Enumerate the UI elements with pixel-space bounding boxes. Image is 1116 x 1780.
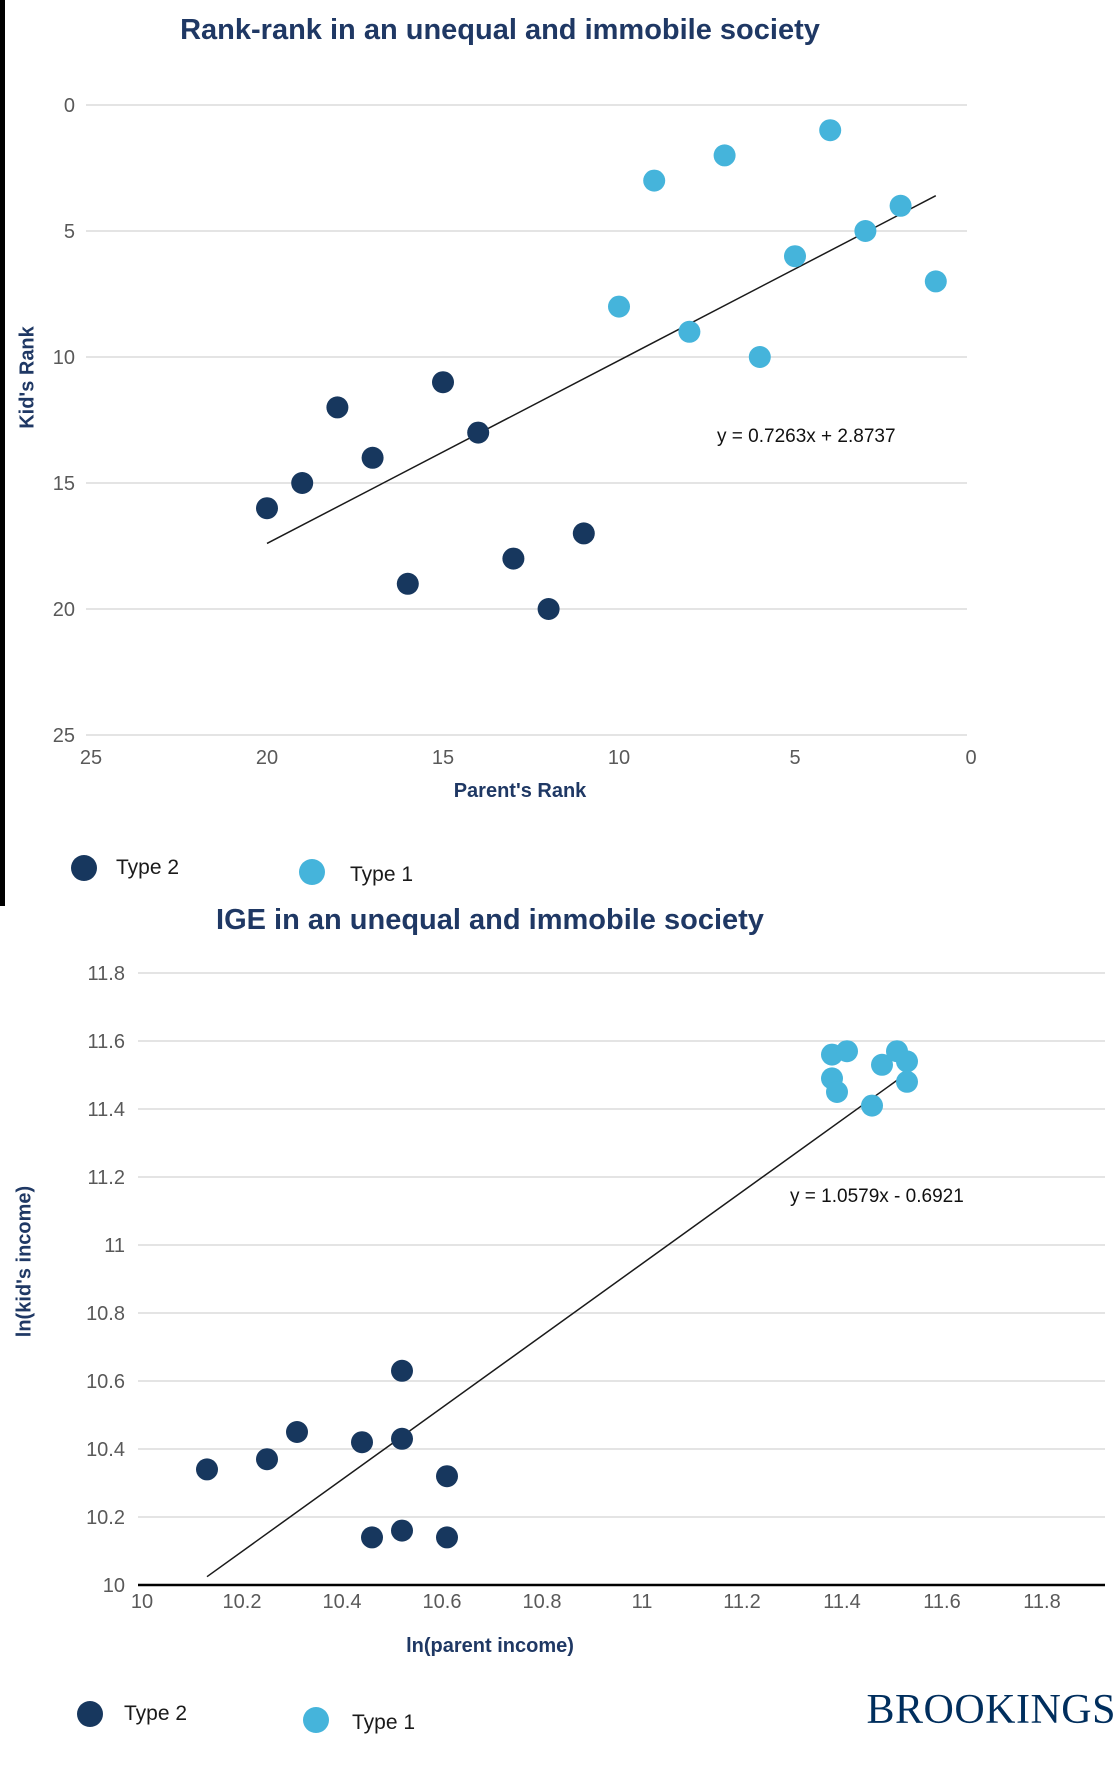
x-tick-label: 15	[432, 747, 454, 769]
y-tick-label: 10.6	[86, 1371, 125, 1393]
x-tick-label: 25	[80, 747, 102, 769]
legend-label-type1-top: Type 1	[350, 863, 414, 886]
x-tick-label: 10.2	[223, 1591, 262, 1613]
y-tick-label: 10.8	[86, 1303, 125, 1325]
x-tick-label: 5	[789, 747, 800, 769]
brookings-logo: BROOKINGS	[866, 1687, 1116, 1733]
x-tick-label: 0	[965, 747, 976, 769]
data-point-type1	[819, 119, 842, 142]
data-point-type1	[836, 1040, 858, 1063]
data-point-type2	[502, 547, 525, 570]
y-tick-label: 10	[103, 1575, 125, 1597]
data-point-type2	[436, 1526, 458, 1549]
data-point-type1	[678, 320, 701, 343]
data-point-type2	[361, 1526, 383, 1549]
trendline-equation-bottom: y = 1.0579x - 0.6921	[790, 1186, 964, 1207]
x-tick-label: 10	[608, 747, 630, 769]
data-point-type2	[361, 446, 384, 469]
data-point-type1	[896, 1070, 918, 1093]
x-tick-label: 11.6	[923, 1591, 960, 1613]
y-tick-label: 25	[53, 725, 75, 747]
y-axis-title-bottom: ln(kid's income)	[13, 1185, 36, 1338]
x-tick-label: 11.8	[1023, 1591, 1060, 1613]
x-tick-label: 11.2	[723, 1591, 760, 1613]
data-point-type1	[608, 295, 630, 318]
data-point-type2	[286, 1421, 308, 1443]
data-point-type1	[826, 1081, 848, 1103]
y-tick-label: 11	[104, 1235, 125, 1257]
x-tick-label: 10.8	[523, 1591, 562, 1613]
y-tick-label: 20	[53, 599, 75, 621]
data-point-type2	[291, 472, 314, 494]
trendline-equation-top: y = 0.7263x + 2.8737	[717, 426, 896, 447]
y-tick-label: 15	[53, 473, 75, 495]
chart-area-ige: 11.8 11.6 11.4 11.2 11 10.8 10.6 10.4 10.2 10 10 10…	[86, 963, 1105, 1613]
legend-label-type2-top: Type 2	[116, 856, 180, 879]
data-point-type1	[871, 1053, 893, 1076]
y-tick-label: 10	[53, 347, 75, 369]
chart-title-ige: IGE in an unequal and immobile society	[216, 904, 764, 936]
data-point-type2	[391, 1519, 413, 1542]
x-tick-label: 11	[632, 1591, 653, 1613]
y-tick-label: 11.6	[88, 1031, 125, 1053]
data-point-type1	[713, 144, 736, 167]
y-tick-label: 5	[64, 221, 75, 243]
x-axis-title-top: Parent's Rank	[453, 780, 587, 802]
data-point-type2	[432, 371, 454, 394]
data-point-type1	[889, 194, 912, 217]
y-tick-label: 11.8	[88, 963, 125, 985]
data-point-type2	[572, 522, 595, 545]
legend-marker-type2-bottom	[77, 1701, 103, 1727]
data-point-type1	[861, 1094, 883, 1117]
legend-marker-type1-top	[299, 859, 325, 885]
y-tick-label: 10.2	[86, 1507, 125, 1529]
data-point-type2	[196, 1458, 218, 1481]
data-point-type2	[391, 1427, 413, 1450]
data-point-type1	[854, 220, 877, 242]
legend-label-type1-bottom: Type 1	[352, 1711, 416, 1734]
y-tick-label: 11.4	[88, 1099, 125, 1121]
trendline	[206, 1068, 913, 1578]
legend-marker-type2-top	[71, 855, 97, 881]
data-point-type2	[537, 598, 560, 620]
y-tick-label: 10.4	[86, 1439, 125, 1461]
data-point-type2	[256, 1448, 278, 1471]
data-point-type2	[396, 572, 419, 595]
data-point-type1	[643, 169, 666, 192]
y-tick-label: 11.2	[88, 1167, 125, 1189]
y-tick-label: 0	[64, 95, 75, 117]
chart-title-rank-rank: Rank-rank in an unequal and immobile soc…	[180, 14, 820, 46]
x-tick-label: 11.4	[823, 1591, 860, 1613]
x-tick-label: 10	[131, 1591, 153, 1613]
data-point-type2	[326, 396, 349, 419]
data-point-type2	[351, 1431, 373, 1454]
data-point-type1	[924, 270, 947, 293]
legend-label-type2-bottom: Type 2	[124, 1702, 188, 1725]
x-tick-label: 10.6	[423, 1591, 462, 1613]
y-axis-title-top: Kid's Rank	[16, 326, 39, 429]
data-point-type2	[391, 1359, 413, 1382]
data-point-type2	[467, 421, 490, 444]
x-axis-title-bottom: ln(parent income)	[406, 1635, 574, 1657]
data-point-type1	[784, 245, 806, 268]
data-point-type2	[256, 497, 278, 520]
x-tick-label: 10.4	[323, 1591, 362, 1613]
x-tick-label: 20	[256, 747, 278, 769]
legend-marker-type1-bottom	[303, 1707, 329, 1733]
data-point-type1	[748, 346, 771, 368]
data-point-type1	[896, 1050, 918, 1073]
trendline	[266, 195, 937, 545]
chart-object-border	[0, 0, 5, 906]
data-point-type2	[436, 1465, 458, 1488]
